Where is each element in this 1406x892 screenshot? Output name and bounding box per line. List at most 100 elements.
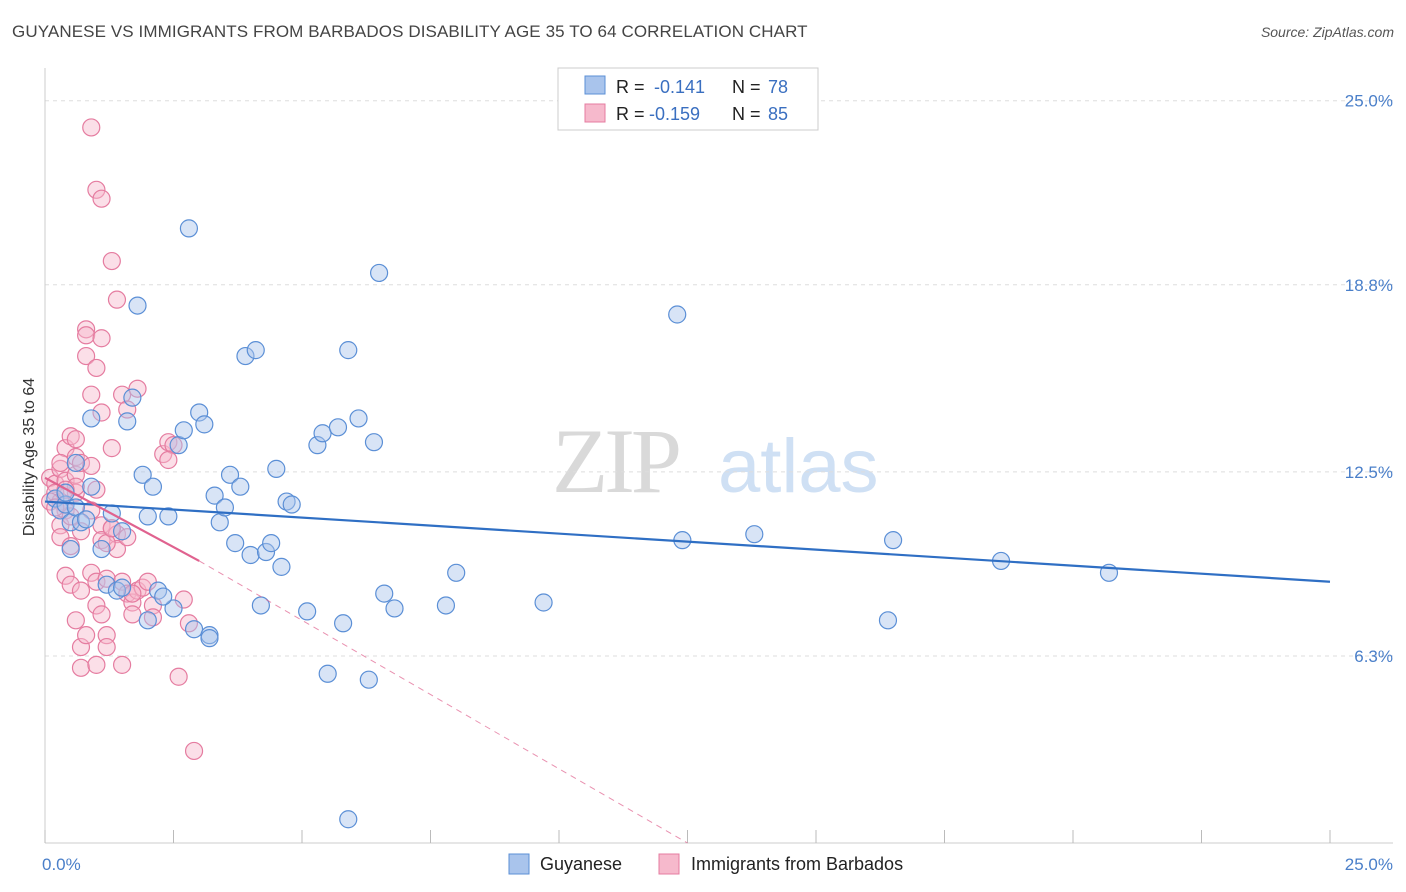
legend-n-label-guyanese: N = [732, 77, 761, 97]
guyanese-point-60 [436, 596, 456, 615]
legend-n-label-barbados: N = [732, 104, 761, 124]
guyanese-point-43 [267, 459, 286, 478]
guyanese-point-59 [385, 599, 404, 618]
barbados-point-50 [112, 572, 132, 591]
guyanese-point-38 [241, 545, 260, 565]
guyanese-point-14 [112, 522, 132, 541]
guyanese-point-9 [82, 477, 101, 496]
y-tick-label-0: 6.3% [1354, 647, 1393, 666]
barbados-point-77 [123, 584, 142, 603]
trend-line-barbados-extension [198, 560, 688, 844]
grid-lines [45, 100, 1393, 657]
guyanese-point-71 [745, 525, 764, 544]
guyanese-point-42 [262, 534, 281, 553]
barbados-point-64 [169, 667, 188, 686]
barbados-point-56 [128, 379, 147, 398]
barbados-point-37 [92, 403, 111, 422]
guyanese-point-67 [138, 611, 157, 630]
barbados-point-44 [102, 439, 121, 458]
barbados-point-31 [87, 358, 106, 378]
guyanese-point-68 [200, 629, 219, 648]
barbados-point-24 [77, 326, 96, 345]
stats-legend: R = -0.141 N = 78 R = -0.159 N = 85 [557, 67, 819, 131]
trend-line-guyanese [44, 500, 1331, 583]
barbados-point-33 [87, 572, 106, 591]
barbados-point-27 [82, 385, 101, 404]
guyanese-point-19 [138, 507, 157, 526]
guyanese-point-62 [534, 593, 553, 612]
guyanese-point-39 [246, 341, 265, 360]
guyanese-point-36 [231, 477, 250, 496]
barbados-point-48 [107, 539, 127, 559]
barbados-point-79 [51, 453, 70, 473]
axes [44, 68, 1393, 844]
barbados-point-78 [143, 608, 163, 627]
barbados-point-22 [77, 346, 96, 366]
guyanese-point-55 [359, 670, 378, 689]
guyanese-point-51 [328, 418, 348, 437]
bottom-legend-label-guyanese: Guyanese [540, 854, 622, 874]
guyanese-point-52 [334, 614, 353, 633]
guyanese-point-63 [97, 575, 116, 594]
barbados-point-21 [71, 658, 91, 677]
barbados-point-38 [92, 516, 111, 535]
barbados-point-42 [97, 637, 116, 657]
barbados-point-16 [66, 430, 85, 449]
guyanese-point-17 [128, 296, 147, 315]
barbados-point-11 [61, 507, 80, 526]
trend-line-barbados [44, 476, 200, 562]
guyanese-point-57 [370, 263, 389, 283]
barbados-point-43 [102, 251, 121, 271]
chart-title: GUYANESE VS IMMIGRANTS FROM BARBADOS DIS… [12, 22, 808, 41]
barbados-point-84 [159, 450, 178, 470]
barbados-point-17 [66, 611, 85, 630]
barbados-point-40 [97, 569, 116, 588]
guyanese-point-66 [154, 587, 173, 606]
guyanese-point-12 [92, 539, 111, 559]
y-tick-label-3: 25.0% [1345, 92, 1393, 111]
barbados-point-10 [61, 427, 80, 446]
barbados-point-28 [82, 456, 101, 476]
guyanese-point-7 [77, 510, 96, 529]
barbados-point-35 [92, 189, 111, 208]
guyanese-point-25 [174, 421, 193, 440]
barbados-point-81 [87, 655, 106, 674]
barbados-point-39 [92, 605, 111, 624]
guyanese-point-37 [236, 346, 255, 366]
guyanese-point-31 [205, 486, 224, 505]
guyanese-point-53 [339, 341, 358, 360]
legend-n-value-guyanese: 78 [768, 77, 788, 97]
guyanese-point-50 [318, 664, 337, 683]
guyanese-point-56 [364, 433, 384, 452]
x-tick-max: 25.0% [1345, 855, 1393, 874]
x-tick-min: 0.0% [42, 855, 81, 874]
legend-r-label-barbados: R = [616, 104, 645, 124]
legend-n-value-barbados: 85 [768, 104, 788, 124]
barbados-point-51 [112, 655, 132, 674]
barbados-point-4 [51, 459, 70, 478]
barbados-point-36 [92, 329, 111, 348]
y-tick-label-1: 12.5% [1345, 463, 1393, 482]
barbados-point-62 [159, 433, 178, 452]
watermark-atlas: atlas [718, 424, 879, 509]
legend-r-label-guyanese: R = [616, 77, 645, 97]
barbados-point-76 [102, 519, 121, 538]
barbados-point-20 [71, 637, 91, 657]
guyanese-point-65 [112, 578, 132, 597]
guyanese-point-10 [66, 453, 85, 473]
barbados-point-66 [179, 614, 199, 633]
y-axis-label: Disability Age 35 to 64 [21, 378, 38, 536]
barbados-point-9 [56, 566, 75, 585]
barbados-point-53 [118, 584, 137, 603]
guyanese-point-27 [184, 620, 204, 639]
guyanese-point-64 [107, 581, 127, 600]
barbados-point-82 [71, 581, 91, 600]
guyanese-point-73 [883, 531, 903, 550]
barbados-point-46 [107, 290, 127, 309]
watermark-zip: ZIP [552, 410, 679, 512]
guyanese-point-72 [878, 611, 898, 630]
barbados-point-83 [118, 528, 137, 547]
barbados-point-19 [71, 453, 91, 473]
guyanese-point-26 [179, 219, 199, 238]
